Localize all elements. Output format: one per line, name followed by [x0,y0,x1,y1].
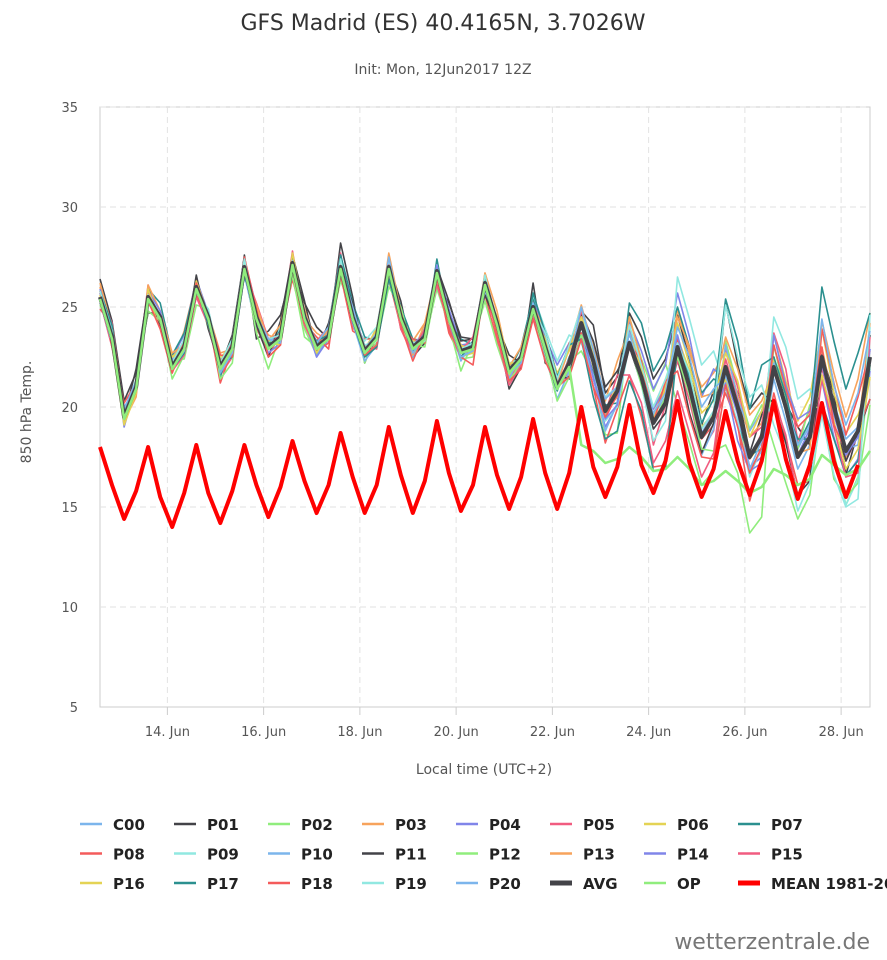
legend-label: P03 [395,816,427,834]
series-line-p12[interactable] [99,264,871,534]
legend-item-p01[interactable]: P01 [174,816,239,834]
legend-item-p04[interactable]: P04 [456,816,521,834]
x-tick-label: 14. Jun [145,725,190,740]
legend-label: P07 [771,816,803,834]
x-tick-label: 22. Jun [530,725,575,740]
legend-label: C00 [113,816,145,834]
y-tick-label: 10 [61,601,78,616]
credit-text[interactable]: wetterzentrale.de [674,930,870,955]
y-tick-label: 30 [61,201,78,216]
legend-item-p18[interactable]: P18 [268,875,333,893]
series-line-op[interactable] [98,263,872,495]
legend-item-p16[interactable]: P16 [80,875,145,893]
legend-label: P04 [489,816,521,834]
legend-item-p20[interactable]: P20 [456,875,521,893]
y-tick-label: 25 [61,301,78,316]
plot-lines [98,242,872,534]
legend-item-p02[interactable]: P02 [268,816,333,834]
legend-label: P02 [301,816,333,834]
legend-label: AVG [583,875,618,893]
legend-label: P13 [583,846,615,864]
x-tick-label: 16. Jun [241,725,286,740]
legend-item-avg[interactable]: AVG [550,875,618,893]
chart-subtitle: Init: Mon, 12Jun2017 12Z [354,62,531,78]
legend-label: P11 [395,846,427,864]
legend-item-mean-1981-2010[interactable]: MEAN 1981-2010 [738,875,887,893]
legend-item-p13[interactable]: P13 [550,846,615,864]
y-tick-label: 35 [61,101,78,116]
x-tick-label: 24. Jun [626,725,671,740]
legend-item-p09[interactable]: P09 [174,846,239,864]
legend-label: P16 [113,875,145,893]
legend-label: P17 [207,875,239,893]
series-line-p19[interactable] [99,258,871,512]
legend-label: P08 [113,846,145,864]
series-line-mean-1981-2010[interactable] [98,399,860,529]
legend-item-p07[interactable]: P07 [738,816,803,834]
y-axis-title: 850 hPa Temp. [19,361,35,464]
legend-item-p10[interactable]: P10 [268,846,333,864]
x-axis-ticks: 14. Jun 16. Jun 18. Jun 20. Jun 22. Jun 24. J… [145,725,864,740]
x-tick-label: 26. Jun [722,725,767,740]
legend-item-c00[interactable]: C00 [80,816,145,834]
legend-label: P20 [489,875,521,893]
x-tick-label: 28. Jun [819,725,864,740]
legend-item-p08[interactable]: P08 [80,846,145,864]
legend-label: P09 [207,846,239,864]
legend-item-p15[interactable]: P15 [738,846,803,864]
grid [99,106,871,715]
legend-item-p19[interactable]: P19 [362,875,427,893]
legend-label: P05 [583,816,615,834]
chart-title: GFS Madrid (ES) 40.4165N, 3.7026W [241,11,646,36]
x-tick-label: 20. Jun [434,725,479,740]
legend-label: P10 [301,846,333,864]
legend-item-p03[interactable]: P03 [362,816,427,834]
legend-label: P12 [489,846,521,864]
legend-label: P01 [207,816,239,834]
y-tick-label: 5 [70,701,78,716]
legend-item-p11[interactable]: P11 [362,846,427,864]
y-axis-ticks: 5 10 15 20 25 30 35 [61,101,78,716]
legend-label: OP [677,875,701,893]
legend-label: P18 [301,875,333,893]
legend-label: P14 [677,846,709,864]
legend-label: P19 [395,875,427,893]
legend-item-p12[interactable]: P12 [456,846,521,864]
legend-label: P06 [677,816,709,834]
legend[interactable]: C00 P01 P02 P03 P04 P05 P06 P07 P08 P09 P10 P11 P12 P… [80,816,887,893]
y-tick-label: 20 [61,401,78,416]
legend-item-p17[interactable]: P17 [174,875,239,893]
legend-item-op[interactable]: OP [644,875,701,893]
legend-item-p14[interactable]: P14 [644,846,709,864]
legend-item-p05[interactable]: P05 [550,816,615,834]
legend-item-p06[interactable]: P06 [644,816,709,834]
y-tick-label: 15 [61,501,78,516]
x-tick-label: 18. Jun [337,725,382,740]
x-axis-title: Local time (UTC+2) [416,762,552,778]
legend-label: MEAN 1981-2010 [771,875,887,893]
legend-label: P15 [771,846,803,864]
